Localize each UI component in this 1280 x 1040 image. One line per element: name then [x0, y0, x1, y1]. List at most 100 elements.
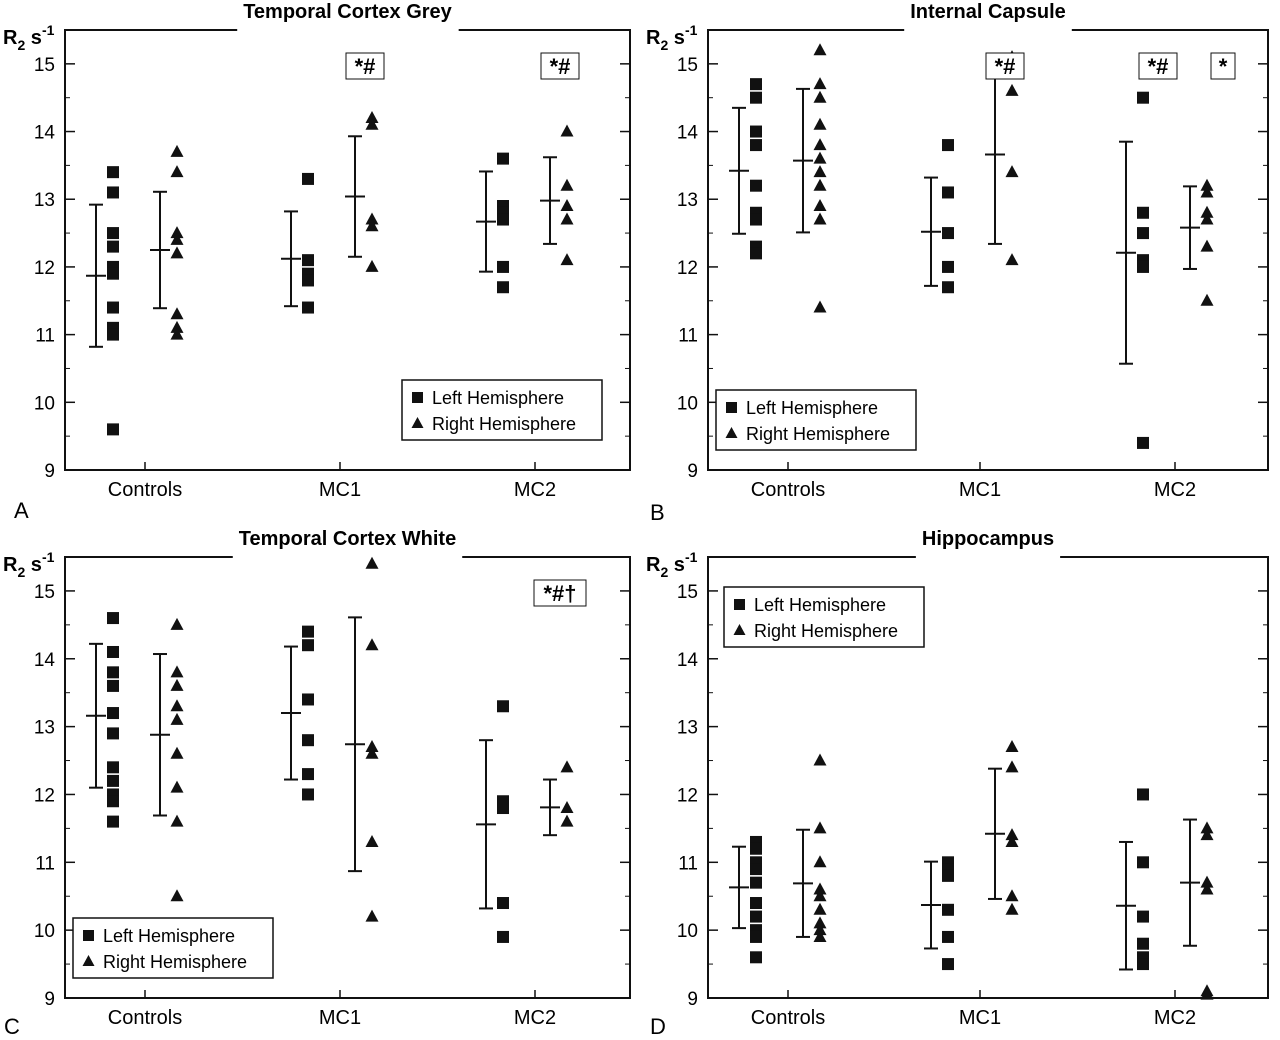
data-point-right-hemisphere: [365, 739, 379, 752]
data-point-left-hemisphere: [750, 213, 762, 226]
data-point-left-hemisphere: [107, 301, 119, 314]
data-point-right-hemisphere: [170, 678, 184, 691]
y-tick-label: 11: [678, 853, 698, 874]
data-point-left-hemisphere: [750, 910, 762, 923]
data-point-right-hemisphere: [1005, 253, 1019, 266]
data-point-left-hemisphere: [497, 700, 509, 713]
x-category-label: MC2: [514, 479, 556, 501]
data-point-left-hemisphere: [750, 78, 762, 91]
data-point-right-hemisphere: [1005, 739, 1019, 752]
y-tick-label: 15: [34, 582, 55, 603]
data-point-right-hemisphere: [813, 151, 827, 164]
data-point-right-hemisphere: [170, 665, 184, 678]
data-point-left-hemisphere: [107, 423, 119, 436]
data-point-left-hemisphere: [107, 774, 119, 787]
data-point-left-hemisphere: [1137, 436, 1149, 449]
panel-title: Temporal Cortex Grey: [243, 1, 452, 23]
data-point-left-hemisphere: [750, 930, 762, 943]
data-point-left-hemisphere: [942, 227, 954, 240]
data-point-left-hemisphere: [107, 240, 119, 253]
x-category-label: MC2: [1154, 1007, 1196, 1029]
legend-triangle-marker: [725, 427, 738, 438]
legend-entry-left: Left Hemisphere: [432, 388, 564, 408]
data-point-left-hemisphere: [942, 930, 954, 943]
data-point-right-hemisphere: [1200, 178, 1214, 191]
panel-title: Hippocampus: [922, 528, 1054, 550]
data-point-left-hemisphere: [1137, 958, 1149, 971]
data-point-left-hemisphere: [107, 761, 119, 774]
data-point-right-hemisphere: [365, 212, 379, 225]
data-point-right-hemisphere: [1005, 828, 1019, 841]
data-point-right-hemisphere: [365, 909, 379, 922]
data-point-left-hemisphere: [750, 951, 762, 964]
data-point-left-hemisphere: [1137, 206, 1149, 219]
data-point-left-hemisphere: [750, 247, 762, 260]
data-point-right-hemisphere: [1200, 828, 1214, 841]
data-point-left-hemisphere: [107, 679, 119, 692]
x-category-label: Controls: [751, 1007, 825, 1029]
data-point-right-hemisphere: [560, 801, 574, 814]
data-point-right-hemisphere: [560, 212, 574, 225]
data-point-right-hemisphere: [1200, 212, 1214, 225]
data-point-right-hemisphere: [1005, 760, 1019, 773]
data-point-left-hemisphere: [1137, 788, 1149, 801]
y-tick-label: 12: [677, 785, 698, 806]
data-point-right-hemisphere: [1200, 205, 1214, 218]
y-tick-label: 11: [35, 853, 55, 874]
data-point-right-hemisphere: [813, 753, 827, 766]
y-axis-label: R2 s-1: [646, 22, 698, 53]
data-point-right-hemisphere: [813, 923, 827, 936]
data-point-right-hemisphere: [170, 226, 184, 239]
legend-box: [715, 389, 917, 451]
x-category-label: MC1: [959, 1007, 1001, 1029]
x-category-label: Controls: [751, 479, 825, 501]
data-point-right-hemisphere: [813, 889, 827, 902]
data-point-right-hemisphere: [1005, 83, 1019, 96]
data-point-left-hemisphere: [1137, 910, 1149, 923]
data-point-right-hemisphere: [813, 300, 827, 313]
data-point-right-hemisphere: [170, 246, 184, 259]
data-point-right-hemisphere: [813, 916, 827, 929]
data-point-right-hemisphere: [813, 212, 827, 225]
data-point-right-hemisphere: [365, 746, 379, 759]
data-point-left-hemisphere: [1137, 937, 1149, 950]
data-point-right-hemisphere: [813, 43, 827, 56]
data-point-right-hemisphere: [170, 780, 184, 793]
data-point-right-hemisphere: [813, 90, 827, 103]
data-point-left-hemisphere: [942, 869, 954, 882]
data-point-right-hemisphere: [813, 855, 827, 868]
significance-box: [345, 52, 385, 80]
data-point-right-hemisphere: [1200, 239, 1214, 252]
y-tick-label: 13: [677, 718, 698, 739]
legend-square-marker: [412, 392, 423, 403]
panel-b: Internal Capsule R2 s-1 9 10 11 12 13 14 15 Contr…: [646, 1, 1269, 525]
data-point-left-hemisphere: [302, 301, 314, 314]
legend-square-marker: [734, 599, 745, 610]
data-point-right-hemisphere: [170, 889, 184, 902]
y-tick-label: 12: [34, 258, 55, 279]
significance-marker: *#: [1148, 54, 1169, 79]
y-tick-label: 15: [677, 55, 698, 76]
data-point-left-hemisphere: [1137, 91, 1149, 104]
y-tick-label: 9: [44, 989, 55, 1010]
y-tick-label: 12: [677, 258, 698, 279]
legend-box: [723, 586, 925, 648]
significance-box: [985, 52, 1025, 80]
data-point-left-hemisphere: [302, 639, 314, 652]
legend-entry-left: Left Hemisphere: [754, 595, 886, 615]
data-point-left-hemisphere: [750, 863, 762, 876]
data-point-right-hemisphere: [813, 138, 827, 151]
data-point-right-hemisphere: [1005, 889, 1019, 902]
y-tick-label: 9: [687, 461, 698, 482]
data-point-left-hemisphere: [1137, 260, 1149, 273]
title-backing: [904, 14, 1072, 40]
legend-entry-right: Right Hemisphere: [746, 424, 890, 444]
data-point-right-hemisphere: [365, 259, 379, 272]
panel-a: Temporal Cortex Grey R2 s-1 9 10 11 12 13 14 15 C…: [3, 1, 631, 523]
y-tick-label: 14: [677, 123, 699, 144]
data-point-right-hemisphere: [365, 111, 379, 123]
significance-marker: *#: [995, 54, 1016, 79]
y-axis-label: R2 s-1: [3, 549, 55, 580]
x-category-label: MC2: [514, 1007, 556, 1029]
data-point-left-hemisphere: [750, 897, 762, 910]
